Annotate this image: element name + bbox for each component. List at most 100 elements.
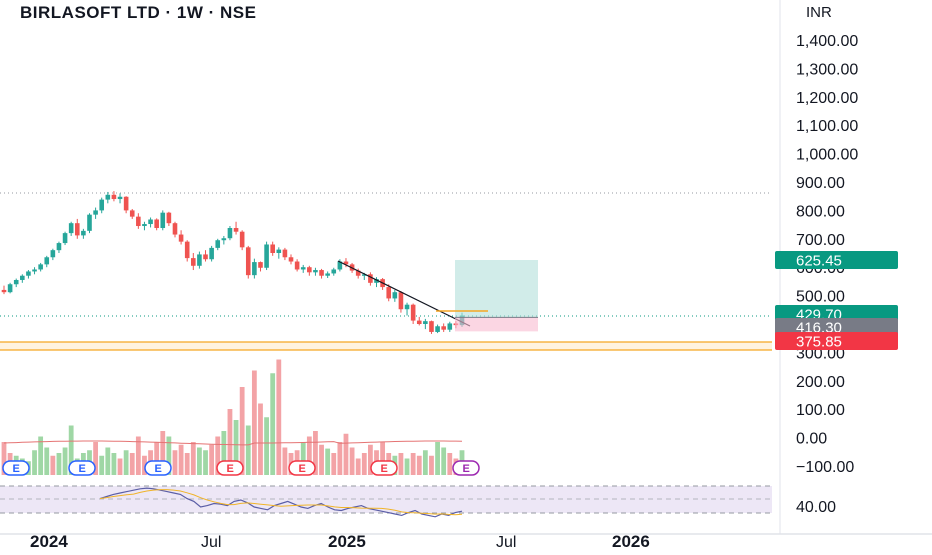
candle-body[interactable]	[416, 320, 422, 324]
candle-body[interactable]	[435, 326, 440, 332]
candle-body[interactable]	[386, 287, 392, 299]
price-tag-stop[interactable]	[775, 332, 898, 350]
candle-body[interactable]	[68, 223, 74, 234]
candle-body[interactable]	[227, 228, 233, 239]
candle-body[interactable]	[404, 304, 410, 310]
currency-label[interactable]: INR	[806, 4, 832, 21]
candle-body[interactable]	[288, 257, 294, 262]
candle-body[interactable]	[441, 326, 446, 330]
candle-body[interactable]	[398, 292, 404, 310]
candle-body[interactable]	[191, 258, 196, 266]
candle-body[interactable]	[13, 279, 19, 285]
earnings-marker[interactable]	[452, 460, 480, 476]
candle-body[interactable]	[337, 261, 343, 270]
candle-body[interactable]	[123, 196, 129, 211]
candle-body[interactable]	[117, 196, 123, 200]
candle-body[interactable]	[270, 244, 275, 253]
earnings-marker-label: E	[13, 463, 20, 475]
rsi-line	[99, 487, 463, 518]
candle-body[interactable]	[38, 264, 43, 270]
volume-bar	[227, 409, 233, 475]
candle-body[interactable]	[154, 219, 159, 229]
price-tag-entry[interactable]	[775, 318, 898, 336]
price-tag-target[interactable]	[775, 251, 898, 269]
earnings-marker[interactable]	[144, 460, 172, 476]
candle-body[interactable]	[129, 210, 135, 217]
candle-body[interactable]	[74, 223, 80, 236]
candle-body[interactable]	[331, 269, 337, 274]
candle-body[interactable]	[7, 284, 13, 293]
candle-body[interactable]	[105, 194, 111, 200]
candle-body[interactable]	[300, 267, 306, 270]
trendline[interactable]	[337, 260, 471, 327]
candle-body[interactable]	[221, 238, 227, 241]
candle-body[interactable]	[99, 199, 105, 211]
candle-body[interactable]	[20, 275, 25, 280]
volume-bar	[111, 453, 117, 475]
candle-body[interactable]	[142, 224, 147, 227]
candle-body[interactable]	[160, 212, 166, 229]
candle-body[interactable]	[313, 270, 318, 273]
candle-body[interactable]	[1, 289, 7, 293]
candle-body[interactable]	[447, 323, 453, 330]
candle-body[interactable]	[368, 274, 373, 283]
candle-body[interactable]	[319, 270, 324, 276]
candle-body[interactable]	[392, 292, 398, 299]
volume-bar	[233, 420, 239, 475]
candle-body[interactable]	[429, 321, 434, 332]
candle-body[interactable]	[50, 250, 56, 258]
earnings-marker[interactable]	[288, 460, 316, 476]
volume-bar	[313, 431, 318, 475]
candle-body[interactable]	[258, 262, 263, 268]
candle-body[interactable]	[282, 249, 288, 258]
candle-body[interactable]	[184, 241, 190, 259]
earnings-marker[interactable]	[370, 460, 398, 476]
target-zone[interactable]	[455, 260, 538, 318]
candle-body[interactable]	[355, 270, 361, 276]
candle-body[interactable]	[239, 231, 245, 248]
volume-bar	[1, 442, 7, 475]
candle-body[interactable]	[172, 223, 178, 235]
candle-body[interactable]	[203, 254, 208, 260]
earnings-marker[interactable]	[2, 460, 30, 476]
candle-body[interactable]	[148, 219, 153, 225]
support-zone	[0, 342, 772, 350]
candle-body[interactable]	[343, 261, 349, 265]
candle-body[interactable]	[44, 257, 50, 265]
candle-body[interactable]	[361, 274, 367, 276]
candle-body[interactable]	[276, 249, 282, 253]
volume-bar	[264, 417, 269, 475]
earnings-marker[interactable]	[216, 460, 244, 476]
candle-body[interactable]	[166, 212, 172, 224]
candle-body[interactable]	[374, 279, 379, 283]
volume-bar	[343, 433, 349, 475]
candle-body[interactable]	[307, 267, 312, 273]
earnings-marker[interactable]	[68, 460, 96, 476]
candle-body[interactable]	[197, 254, 202, 266]
candle-body[interactable]	[215, 240, 221, 248]
candle-body[interactable]	[209, 247, 214, 260]
candle-body[interactable]	[264, 244, 269, 268]
candle-body[interactable]	[26, 271, 31, 276]
candle-body[interactable]	[410, 304, 416, 321]
candle-body[interactable]	[32, 269, 37, 272]
volume-bar	[361, 453, 367, 475]
candle-body[interactable]	[233, 228, 239, 232]
candle-body[interactable]	[62, 233, 68, 244]
candle-body[interactable]	[87, 214, 92, 231]
candle-body[interactable]	[178, 234, 184, 242]
candle-body[interactable]	[294, 261, 300, 270]
candle-body[interactable]	[111, 194, 117, 200]
candle-body[interactable]	[252, 262, 257, 276]
candle-body[interactable]	[325, 273, 330, 276]
candle-body[interactable]	[136, 216, 141, 227]
candle-body[interactable]	[245, 247, 251, 276]
candle-body[interactable]	[81, 230, 86, 236]
stop-zone[interactable]	[455, 317, 538, 332]
volume-bar	[32, 450, 37, 475]
candle-body[interactable]	[423, 321, 428, 324]
candle-body[interactable]	[93, 210, 98, 215]
candle-body[interactable]	[56, 243, 62, 251]
